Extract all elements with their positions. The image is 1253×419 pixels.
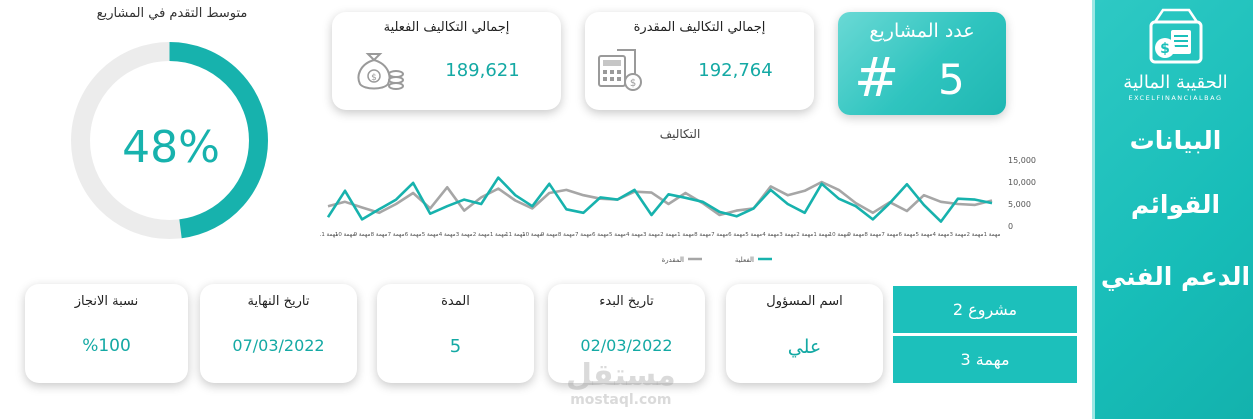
- nav-item-data[interactable]: البيانات: [1129, 126, 1222, 155]
- x-tick-label: مهمة 7: [575, 232, 592, 238]
- actual-costs-value: 189,621: [445, 60, 520, 81]
- watermark: مستقل mostaql.com: [566, 358, 676, 409]
- projects-count-card: عدد المشاريع # 5: [838, 12, 1006, 115]
- end-date-label: تاريخ النهاية: [247, 294, 310, 309]
- x-tick-label: مهمة 4: [762, 232, 779, 238]
- x-tick-label: مهمة 6: [728, 232, 745, 238]
- logo-subtitle: EXCELFINANCIALBAG: [1128, 94, 1223, 102]
- y-tick-label: 15,000: [1008, 156, 1036, 165]
- watermark-arabic: مستقل: [566, 358, 676, 393]
- start-date-card: تاريخ البدء 02/03/2022: [548, 284, 705, 383]
- x-tick-label: مهمة 1: [984, 232, 1001, 238]
- x-tick-label: مهمة 10: [829, 232, 849, 238]
- y-tick-label: 5,000: [1008, 200, 1031, 209]
- x-tick-label: مهمة 8: [371, 232, 388, 238]
- x-tick-label: مهمة 3: [779, 232, 796, 238]
- duration-value: 5: [449, 336, 462, 357]
- x-tick-label: مهمة 7: [711, 232, 728, 238]
- x-tick-label: مهمة 3: [950, 232, 967, 238]
- x-tick-label: مهمة 5: [422, 232, 439, 238]
- x-tick-label: مهمة 3: [643, 232, 660, 238]
- x-tick-label: مهمة 10: [335, 232, 355, 238]
- x-tick-label: مهمة 1: [813, 232, 830, 238]
- end-date-card: تاريخ النهاية 07/03/2022: [200, 284, 357, 383]
- completion-value: %100: [82, 336, 131, 356]
- duration-card: المدة 5: [377, 284, 534, 383]
- x-tick-label: مهمة 10: [522, 232, 542, 238]
- x-tick-label: مهمة 4: [626, 232, 643, 238]
- responsible-label: اسم المسؤول: [766, 294, 843, 309]
- x-tick-label: مهمة 8: [864, 232, 881, 238]
- project-selector[interactable]: مشروع 2: [893, 286, 1077, 333]
- series-line: [327, 180, 993, 217]
- legend-label: المقدرة: [662, 256, 684, 264]
- x-tick-label: مهمة 5: [609, 232, 626, 238]
- duration-label: المدة: [441, 294, 470, 309]
- nav-item-support[interactable]: الدعم الفني: [1100, 262, 1251, 291]
- x-tick-label: مهمة 3: [456, 232, 473, 238]
- x-tick-label: مهمة 11: [505, 232, 525, 238]
- x-tick-label: مهمة 6: [898, 232, 915, 238]
- x-tick-label: مهمة 9: [541, 232, 558, 238]
- projects-count-label: عدد المشاريع: [869, 20, 975, 42]
- brand-logo: $ الحقيبة المالية EXCELFINANCIALBAG: [1095, 8, 1253, 102]
- progress-value: 48%: [122, 122, 220, 173]
- estimated-costs-value: 192,764: [698, 60, 773, 81]
- x-tick-label: مهمة 6: [592, 232, 609, 238]
- financial-bag-icon: $: [1149, 8, 1202, 64]
- logo-name: الحقيبة المالية: [1123, 72, 1228, 93]
- actual-costs-card: إجمالي التكاليف الفعلية $ 189,621: [332, 12, 561, 110]
- nav-item-lists[interactable]: القوائم: [1130, 190, 1221, 219]
- watermark-latin: mostaql.com: [570, 392, 672, 408]
- x-tick-label: مهمة 5: [745, 232, 762, 238]
- x-tick-label: مهمة 11: [320, 232, 338, 238]
- responsible-value: علي: [787, 336, 822, 358]
- y-tick-label: 10,000: [1008, 178, 1036, 187]
- svg-text:$: $: [630, 78, 636, 89]
- x-tick-label: مهمة 9: [847, 232, 864, 238]
- series-line: [326, 176, 993, 223]
- estimated-costs-label: إجمالي التكاليف المقدرة: [633, 20, 766, 35]
- hash-icon: #: [854, 46, 900, 109]
- progress-arc: [71, 42, 268, 239]
- task-selector[interactable]: مهمة 3: [893, 336, 1077, 383]
- x-tick-label: مهمة 6: [405, 232, 422, 238]
- calculator-invoice-icon: $: [598, 49, 642, 91]
- svg-text:$: $: [371, 73, 377, 83]
- x-tick-label: مهمة 7: [388, 232, 405, 238]
- completion-card: نسبة الانجاز %100: [25, 284, 188, 383]
- y-tick-label: 0: [1008, 222, 1013, 231]
- x-tick-label: مهمة 2: [660, 232, 677, 238]
- responsible-card: اسم المسؤول علي: [726, 284, 883, 383]
- x-tick-label: مهمة 2: [473, 232, 490, 238]
- x-tick-label: مهمة 1: [490, 232, 507, 238]
- svg-text:$: $: [1160, 41, 1170, 57]
- x-tick-label: مهمة 7: [881, 232, 898, 238]
- projects-count-value: 5: [938, 55, 965, 104]
- x-tick-label: مهمة 2: [796, 232, 813, 238]
- x-tick-label: مهمة 2: [967, 232, 984, 238]
- x-tick-label: مهمة 4: [439, 232, 456, 238]
- completion-label: نسبة الانجاز: [74, 294, 139, 309]
- legend-label: الفعلية: [735, 256, 754, 264]
- x-tick-label: مهمة 4: [932, 232, 949, 238]
- x-tick-label: مهمة 8: [694, 232, 711, 238]
- start-date-value: 02/03/2022: [580, 336, 673, 355]
- x-tick-label: مهمة 5: [915, 232, 932, 238]
- x-tick-label: مهمة 9: [354, 232, 371, 238]
- progress-title: متوسط التقدم في المشاريع: [96, 6, 248, 21]
- actual-costs-label: إجمالي التكاليف الفعلية: [383, 20, 510, 35]
- x-tick-label: مهمة 8: [558, 232, 575, 238]
- start-date-label: تاريخ البدء: [599, 294, 654, 309]
- sidebar: $ الحقيبة المالية EXCELFINANCIALBAG البي…: [1092, 0, 1253, 419]
- end-date-value: 07/03/2022: [232, 336, 325, 355]
- chart-title: التكاليف: [659, 127, 701, 141]
- x-tick-label: مهمة 1: [677, 232, 694, 238]
- progress-donut: 48%: [71, 42, 268, 239]
- money-bag-coins-icon: $: [357, 53, 404, 90]
- estimated-costs-card: إجمالي التكاليف المقدرة $ 192,764: [585, 12, 814, 110]
